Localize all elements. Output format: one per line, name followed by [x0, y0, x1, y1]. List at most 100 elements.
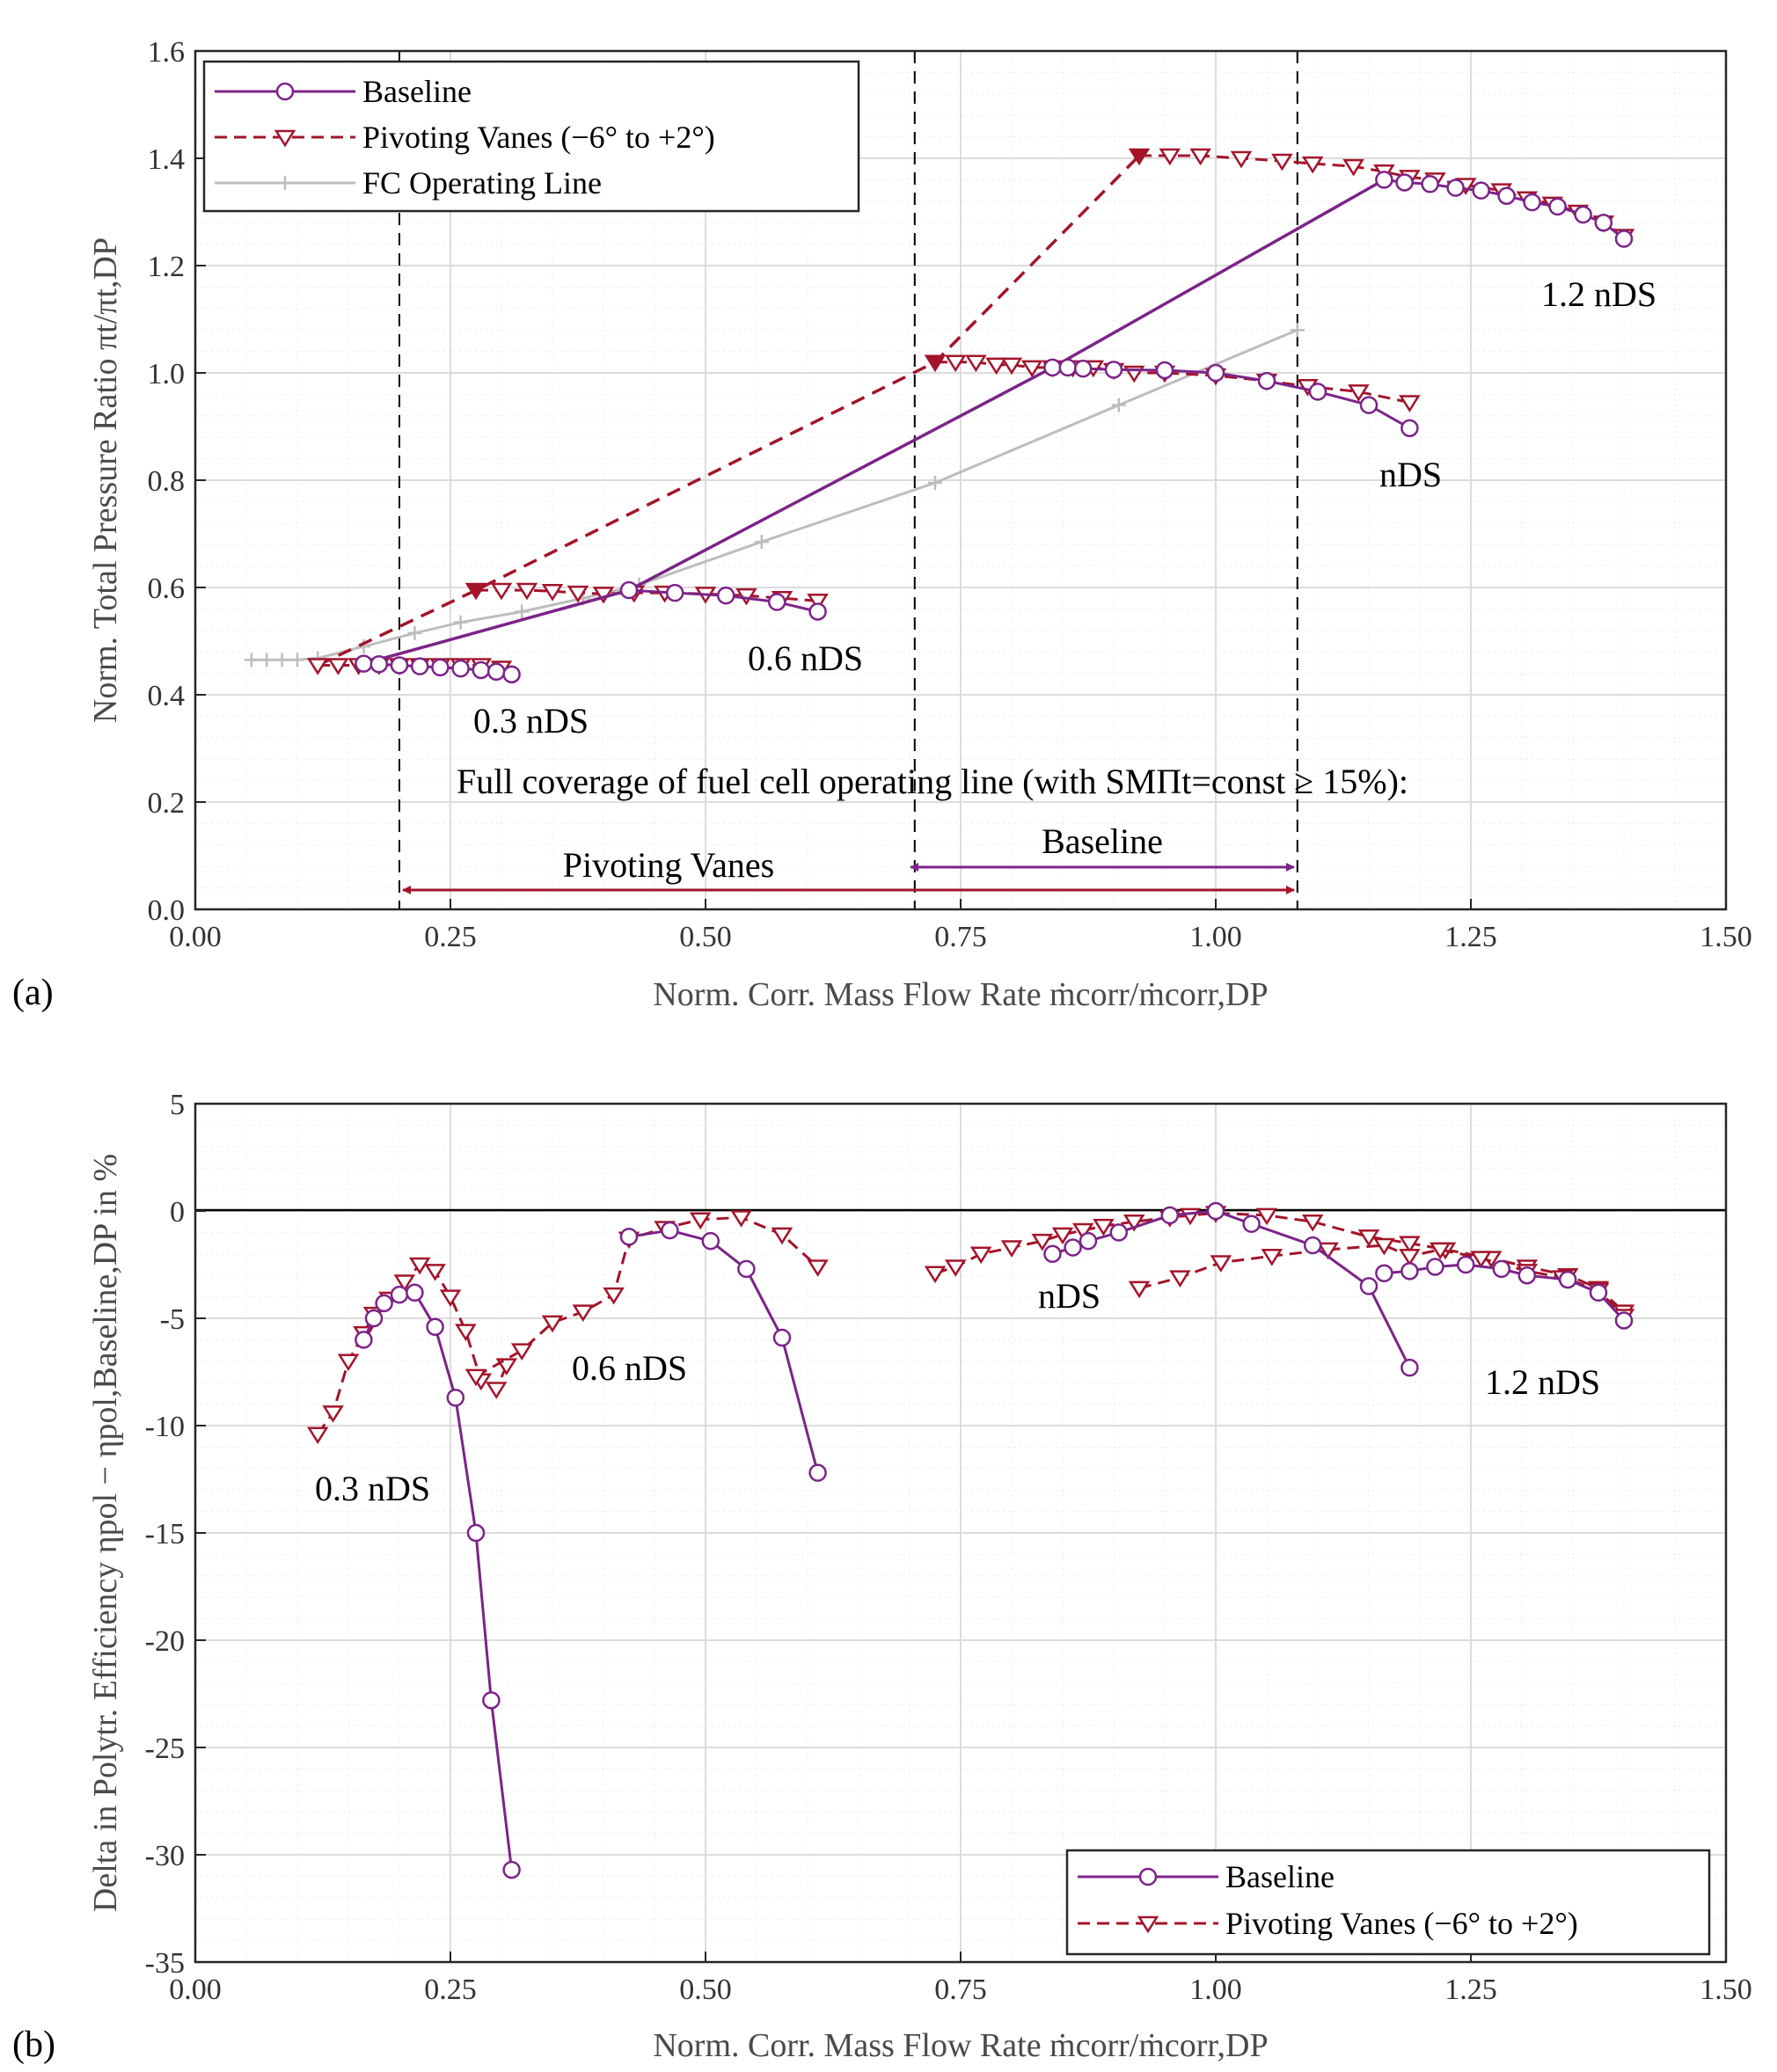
pivoting-point — [567, 585, 589, 603]
y-axis-label-a: Norm. Total Pressure Ratio πt/πt,DP — [87, 237, 124, 723]
baseline-efficiency-point — [1400, 1262, 1419, 1280]
pivoting-point — [464, 582, 487, 601]
baseline-point — [1472, 181, 1490, 200]
baseline-point — [1446, 179, 1465, 197]
baseline-point — [431, 658, 450, 677]
range-label-pivoting: Pivoting Vanes — [563, 845, 774, 885]
fc-operating-point — [356, 639, 371, 654]
pivoting-efficiency-point — [322, 1405, 344, 1423]
baseline-point — [1104, 361, 1123, 379]
x-ticks-b: 0.00 0.25 0.50 0.75 1.00 1.25 1.50 — [169, 1952, 1752, 2006]
pivoting-point — [1348, 384, 1370, 402]
baseline-point — [1574, 205, 1592, 224]
baseline-efficiency-point — [1206, 1201, 1225, 1221]
a-x-tick-label: 0.75 — [934, 921, 987, 953]
pivoting-point — [807, 594, 829, 611]
a-y-tick-label: 1.4 — [148, 143, 186, 176]
pivoting-point — [516, 582, 538, 601]
pivoting-efficiency-point — [771, 1227, 793, 1245]
pivoting-efficiency-line — [934, 1211, 1626, 1313]
pivoting-efficiency-point — [393, 1274, 416, 1292]
baseline-point — [1155, 361, 1174, 380]
b-x-tick-label: 0.00 — [169, 1974, 222, 2006]
baseline-speedline — [1052, 366, 1411, 430]
baseline-efficiency-line — [362, 1291, 514, 1871]
b-x-tick-label: 1.50 — [1700, 1974, 1752, 2006]
a-x-tick-label: 1.00 — [1189, 921, 1242, 953]
pivoting-point — [1000, 357, 1023, 376]
legend-marker-fc-a — [278, 176, 292, 190]
a-y-tick-label: 0.6 — [148, 573, 186, 605]
pivoting-point — [1301, 156, 1324, 174]
baseline-point — [369, 654, 389, 674]
fc-operating-point — [1111, 398, 1126, 412]
pivoting-efficiency-point — [455, 1324, 477, 1341]
a-x-tick-label: 1.50 — [1700, 921, 1752, 953]
baseline-efficiency-point — [1614, 1311, 1634, 1330]
b-y-tick-label: -35 — [145, 1947, 185, 1980]
baseline-point — [1421, 175, 1439, 193]
pivoting-efficiency-point — [1128, 1280, 1151, 1299]
b-x-tick-label: 1.25 — [1444, 1974, 1497, 2006]
pivoting-efficiency-point — [807, 1259, 829, 1277]
baseline-point — [355, 654, 373, 673]
fc-operating-point — [407, 625, 422, 640]
speed-label-0.6-a: 0.6 nDS — [748, 638, 863, 678]
a-x-tick-label: 0.00 — [169, 921, 222, 953]
pivoting-efficiency-point — [944, 1259, 967, 1277]
pivoting-efficiency-point — [408, 1257, 431, 1275]
legend-label-pivoting-b: Pivoting Vanes (−6° to +2°) — [1225, 1906, 1578, 1941]
a-x-tick-label: 0.50 — [679, 921, 732, 953]
baseline-efficiency-point — [482, 1691, 501, 1710]
fc-operating-point — [260, 653, 274, 668]
legend-label-baseline-a: Baseline — [362, 74, 472, 109]
a-x-tick-label: 1.25 — [1444, 921, 1497, 953]
pivoting-efficiency-point — [1071, 1222, 1094, 1241]
baseline-point — [1548, 197, 1567, 216]
b-x-tick-label: 1.00 — [1189, 1974, 1242, 2006]
series-a — [244, 148, 1635, 684]
baseline-point — [502, 665, 521, 684]
range-label-baseline: Baseline — [1042, 821, 1163, 861]
baseline-efficiency-point — [808, 1463, 827, 1482]
pivoting-point — [306, 658, 329, 675]
legend-a: Baseline Pivoting Vanes (−6° to +2°) FC … — [202, 60, 860, 213]
pivoting-efficiency-point — [1399, 1248, 1421, 1266]
chart-b: 0.00 0.25 0.50 0.75 1.00 1.25 1.50 5 0 -5 -10 -15 -… — [12, 1089, 1752, 2065]
pivoting-efficiency-point — [439, 1289, 462, 1307]
legend-label-baseline-b: Baseline — [1225, 1859, 1335, 1894]
baseline-point — [390, 656, 409, 675]
panel-label-a: (a) — [12, 973, 54, 1013]
fc-operating-point — [754, 535, 769, 550]
baseline-point — [1614, 230, 1634, 248]
baseline-point — [486, 662, 506, 682]
baseline-point — [1359, 396, 1378, 414]
baseline-efficiency-point — [446, 1389, 465, 1407]
a-y-tick-label: 0.0 — [148, 894, 186, 927]
baseline-point — [1257, 371, 1276, 390]
a-y-tick-label: 1.2 — [148, 251, 186, 283]
b-y-tick-label: 0 — [170, 1196, 185, 1229]
baseline-point — [1058, 358, 1078, 377]
baseline-efficiency-point — [466, 1523, 486, 1543]
speed-label-1.2-a: 1.2 nDS — [1541, 274, 1656, 314]
baseline-efficiency-point — [1160, 1206, 1180, 1225]
baseline-point — [808, 602, 827, 621]
pivoting-efficiency-point — [1301, 1214, 1324, 1232]
pivoting-efficiency-point — [1261, 1248, 1283, 1266]
speed-label-0.6-b: 0.6 nDS — [572, 1348, 687, 1388]
pivoting-efficiency-point — [730, 1210, 752, 1228]
pivoting-point — [924, 354, 947, 373]
baseline-point — [767, 593, 786, 611]
fc-operating-point — [244, 653, 259, 668]
baseline-point — [1308, 383, 1327, 401]
baseline-efficiency-point — [1079, 1231, 1098, 1251]
baseline-efficiency-point — [1589, 1283, 1608, 1302]
baseline-efficiency-point — [661, 1221, 679, 1240]
pivoting-efficiency-point — [924, 1266, 947, 1284]
baseline-efficiency-point — [1375, 1264, 1393, 1283]
legend-label-pivoting-a: Pivoting Vanes (−6° to +2°) — [362, 120, 715, 155]
pivoting-point — [944, 354, 967, 373]
baseline-efficiency-point — [1426, 1258, 1444, 1276]
fc-operating-point — [290, 653, 304, 668]
